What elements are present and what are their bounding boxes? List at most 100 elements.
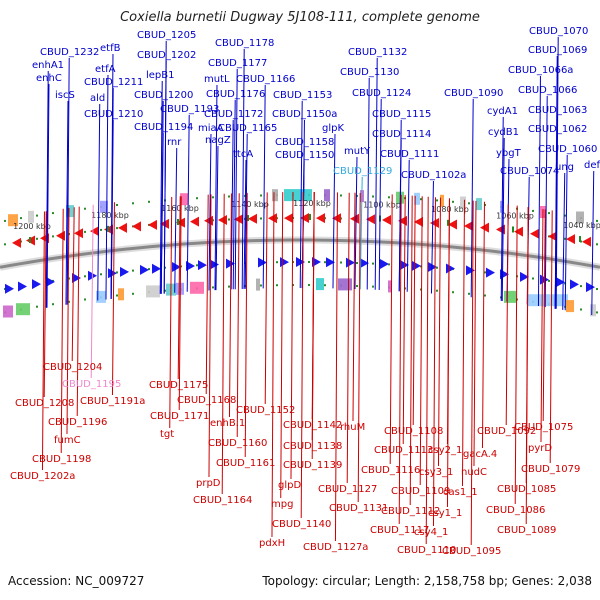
leader-line [169,196,173,429]
reverse-gene-label: CBUD_1161 [216,458,275,469]
forward-gene-label: rnr [167,137,182,148]
leader-line [230,119,234,290]
guide-dot [244,262,246,264]
reverse-feature-block [66,205,74,218]
forward-feature-block [566,300,574,313]
forward-gene-label: CBUD_1102a [401,170,466,181]
leader-line [232,99,236,290]
guide-dot [100,273,102,276]
leader-line [540,209,544,443]
forward-gene-label: CBUD_1150 [275,150,334,161]
forward-gene-label: ald [90,93,105,104]
reverse-gene-label: fumC [54,435,81,446]
guide-dot [164,289,166,292]
forward-gene-arrow [186,260,195,271]
guide-dot [324,261,326,264]
guide-dot [100,228,102,231]
forward-gene-arrow [172,262,181,273]
reverse-gene-label: CBUD_1164 [193,495,252,506]
reverse-gene-label: CBUD_1152 [236,405,295,416]
reverse-gene-arrow [218,215,227,225]
forward-gene-label: CBUD_1115 [372,109,431,120]
forward-gene-label: CBUD_1205 [137,30,196,41]
leader-line [412,195,416,426]
forward-gene-label: enhC [36,73,62,84]
guide-dot [436,266,438,269]
forward-feature-block [316,278,324,291]
guide-dot [52,303,54,306]
leader-line [105,74,109,300]
forward-gene-arrow [412,260,421,271]
reverse-gene-arrow [148,219,157,230]
leader-line [244,192,248,458]
guide-dot [596,219,598,222]
reverse-gene-label: csy1_1 [428,508,462,519]
forward-gene-arrow [380,258,389,269]
leader-line [357,192,361,503]
reverse-gene-label: CBUD_1140 [272,519,331,530]
reverse-gene-label: gacA.4 [463,449,497,460]
reverse-gene-label: CBUD_1138 [283,441,342,452]
kbp-tick-label: 1180 kbp [91,211,129,220]
guide-dot [388,263,390,266]
forward-gene-arrow [108,268,117,279]
leader-line [398,194,402,525]
forward-feature-block [338,278,352,291]
forward-gene-label: CBUD_1158 [275,137,334,148]
forward-gene-arrow [346,257,355,268]
leader-line [90,204,94,379]
guide-dot [260,194,262,197]
forward-gene-arrow [198,260,207,271]
forward-gene-label: cydB1 [488,127,519,138]
reverse-gene-arrow [464,221,473,232]
forward-gene-label: CBUD_1165 [218,123,277,134]
reverse-gene-label: csy2_1 [428,445,462,456]
leader-line [346,192,350,484]
leader-line [430,180,434,294]
forward-gene-arrow [152,263,161,274]
leader-line [311,191,315,460]
guide-dot [340,261,342,264]
leader-line [271,192,275,538]
leader-line [244,133,248,289]
leader-line [500,116,504,301]
reverse-gene-arrow [12,237,21,248]
forward-gene-arrow [140,264,149,275]
guide-dot [356,194,358,197]
reverse-feature-block [460,196,466,209]
reverse-gene-label: prpD [196,478,221,489]
forward-gene-label: CBUD_1172 [204,109,263,120]
guide-dot [340,194,342,197]
reverse-feature-block [576,211,584,224]
reverse-gene-label: rhuM [340,422,365,433]
reverse-gene-label: CBUD_1171 [150,411,209,422]
guide-dot [84,230,86,233]
leader-line [554,134,558,309]
guide-dot [4,243,6,246]
guide-dot [228,195,230,198]
guide-dot [276,284,278,287]
leader-line [221,193,225,495]
reverse-gene-label: CBUD_1195 [62,379,121,390]
leader-line [177,196,181,380]
guide-dot [564,282,566,285]
forward-gene-arrow [18,281,27,292]
guide-dot [596,311,598,314]
forward-gene-label: CBUD_1062 [528,124,587,135]
reverse-gene-arrow [316,213,325,224]
forward-feature-block [96,290,106,303]
forward-gene-label: CBUD_1070 [529,26,588,37]
forward-gene-label: CBUD_1124 [352,88,411,99]
reverse-gene-arrow [90,226,99,237]
forward-gene-arrow [312,257,321,268]
forward-gene-label: mutL [204,74,230,85]
leader-line [544,95,548,308]
leader-line [564,154,568,311]
leader-line [208,133,212,291]
forward-gene-label: CBUD_1111 [380,149,439,160]
guide-dot [148,268,150,271]
reverse-gene-label: CBUD_1109 [391,486,450,497]
reverse-feature-block [324,189,330,202]
kbp-tick-label: 1060 kbp [496,211,534,220]
reverse-gene-label: CBUD_1085 [497,484,556,495]
